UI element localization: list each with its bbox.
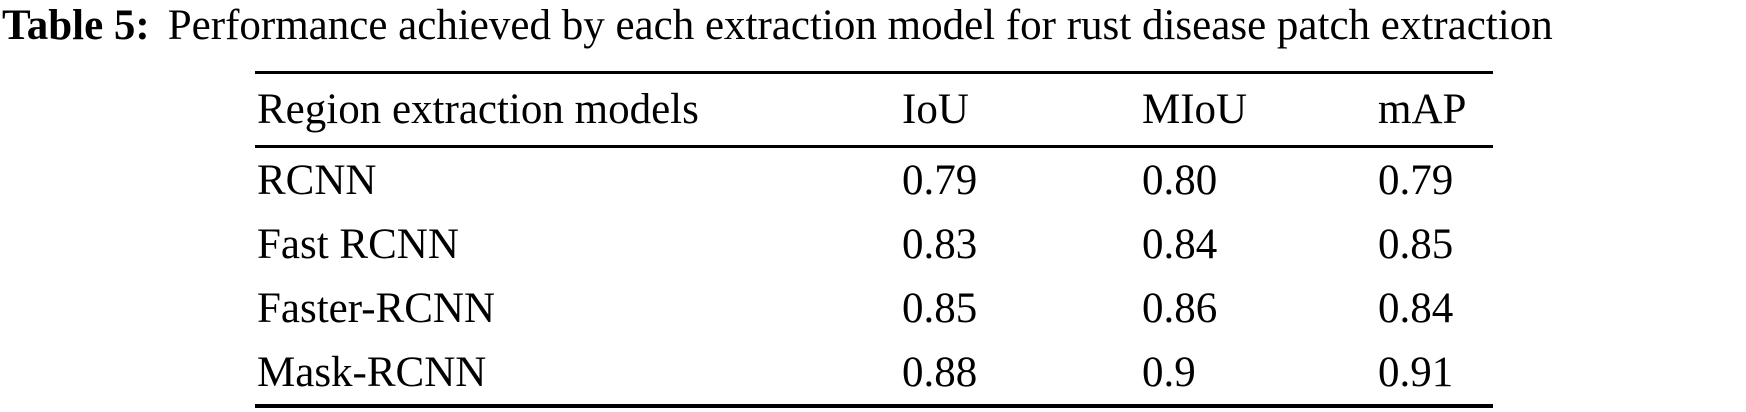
results-table: Region extraction models IoU MIoU mAP RC… [255,71,1493,408]
table-caption: Table 5: Performance achieved by each ext… [2,0,1553,52]
cell-model-name: Faster-RCNN [257,284,496,332]
cell-iou-value: 0.83 [902,220,978,268]
cell-model-name: RCNN [257,156,377,204]
table-caption-text: Performance achieved by each extraction … [167,2,1553,49]
cell-iou-value: 0.85 [902,284,978,332]
header-region-extraction-models: Region extraction models [257,86,699,133]
table-row-rcnn: RCNN 0.79 0.80 0.79 [255,148,1493,212]
cell-miou-value: 0.9 [1142,348,1196,396]
cell-miou-value: 0.84 [1142,220,1218,268]
cell-map-value: 0.91 [1378,348,1454,396]
table-header-row: Region extraction models IoU MIoU mAP [255,74,1493,148]
header-miou: MIoU [1142,86,1248,133]
cell-miou-value: 0.80 [1142,156,1218,204]
header-iou: IoU [902,86,969,133]
cell-iou-value: 0.79 [902,156,978,204]
cell-map-value: 0.79 [1378,156,1454,204]
cell-model-name: Fast RCNN [257,220,459,268]
cell-map-value: 0.85 [1378,220,1454,268]
cell-iou-value: 0.88 [902,348,978,396]
table-caption-label: Table 5: [2,2,150,49]
table-row-fast-rcnn: Fast RCNN 0.83 0.84 0.85 [255,212,1493,276]
cell-model-name: Mask-RCNN [257,348,487,396]
cell-map-value: 0.84 [1378,284,1454,332]
table-row-mask-rcnn: Mask-RCNN 0.88 0.9 0.91 [255,340,1493,404]
cell-miou-value: 0.86 [1142,284,1218,332]
header-map: mAP [1378,86,1467,133]
table-row-faster-rcnn: Faster-RCNN 0.85 0.86 0.84 [255,276,1493,340]
